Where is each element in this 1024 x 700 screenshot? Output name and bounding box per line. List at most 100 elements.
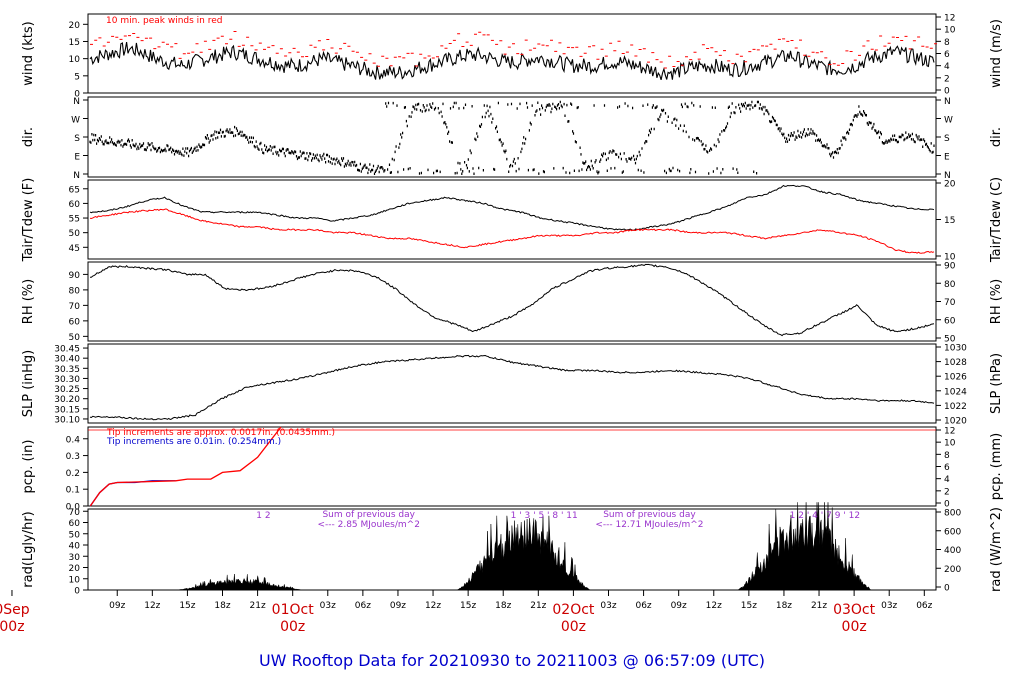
slp-tick-label: 30.25 [54,385,80,395]
chart-title: UW Rooftop Data for 20210930 to 20211003… [259,651,765,670]
wind-series [90,31,937,69]
day-label: 03Oct [833,602,876,618]
hour-tick-label: 18z [495,601,511,611]
wind-tick-label-right: 12 [944,14,955,24]
dir-tick-label: N [73,171,80,181]
slp-tick-label: 30.45 [54,345,80,355]
hour-tick-label: 18z [776,601,792,611]
temp-ylabel: Tair/Tdew (F) [21,178,36,263]
rh-tick-label-right: 50 [944,335,956,345]
wind-series [89,42,935,81]
hour-tick-label: 15z [741,601,757,611]
pcp-tick-label-right: 2 [944,487,950,497]
slp-tick-label-right: 1028 [944,358,967,368]
hour-tick-label: 06z [355,601,371,611]
dir-tick-label: N [73,97,80,107]
pcp-tick-label: 0.0 [66,503,81,513]
rad-tick-label: 60 [69,519,81,529]
rh-ylabel-right: RH (%) [989,279,1004,324]
pcp-series-red [89,426,282,507]
wind-tick-label-right: 8 [944,38,950,48]
slp-tick-label: 30.15 [54,405,80,415]
day-label-hour: 00z [561,619,586,635]
slp-tick-label: 30.35 [54,365,80,375]
wind-tick-label-right: 4 [944,62,950,72]
rad-annotation: <--- 2.85 MJoules/m^2 [317,520,419,530]
slp-ylabel: SLP (inHg) [21,350,36,418]
pcp-note-blue: Tip increments are 0.01in. (0.254mm.) [106,437,281,447]
pcp-tick-label-right: 8 [944,451,950,461]
day-label-hour: 00z [842,619,867,635]
rh-tick-label: 80 [69,286,81,296]
slp-tick-label-right: 1024 [944,387,967,397]
dir-tick-label-right: N [944,171,951,181]
slp-tick-label: 30.10 [54,415,80,425]
slp-tick-label-right: 1026 [944,373,967,383]
rh-tick-label-right: 60 [944,316,956,326]
rad-tick-label-right: 0 [944,584,950,594]
pcp-tick-label-right: 4 [944,475,950,485]
hour-tick-label: 21z [250,601,266,611]
wind-ylabel-right: wind (m/s) [989,19,1004,88]
temp-series-tair [89,184,935,231]
rad-tick-label-right: 800 [944,509,961,519]
rad-ylabel-right: rad (W/m^2) [989,507,1004,592]
rh-tick-label: 90 [69,271,81,281]
rad-tick-label: 50 [69,530,81,540]
rad-tick-label: 40 [69,542,81,552]
rad-tick-label: 0 [74,587,80,597]
temp-series-tdew [89,208,935,254]
hour-tick-label: 12z [425,601,441,611]
rh-tick-label-right: 80 [944,280,956,290]
hour-tick-label: 21z [811,601,827,611]
dir-tick-label: S [74,134,80,144]
wind-tick-label: 5 [74,72,80,82]
wind-tick-label: 20 [69,21,81,31]
rad-annotation: 1 2 [256,511,270,521]
time-axis: 09z 12z 15z 18z 21z 03z 06z 09z 12z 15z 18z 21z 03z 0… [0,590,933,635]
hour-tick-label: 12z [706,601,722,611]
hour-tick-label: 12z [144,601,160,611]
rad-tick-label-right: 400 [944,546,961,556]
slp-tick-label: 30.20 [54,395,80,405]
slp-tick-label-right: 1020 [944,417,967,427]
pcp-tick-label-right: 10 [944,439,956,449]
rh-tick-label-right: 70 [944,298,956,308]
rh-ylabel: RH (%) [21,279,36,324]
dir-tick-label-right: E [944,153,950,163]
hour-tick-label: 09z [390,601,406,611]
dir-ylabel: dir. [21,127,36,147]
wind-tick-label-right: 2 [944,74,950,84]
rh-tick-label: 70 [69,302,81,312]
day-label: 0Sep [0,602,30,618]
rad-tick-label-right: 200 [944,565,961,575]
hour-tick-label: 18z [214,601,230,611]
dir-tick-label: E [74,153,80,163]
wind-tick-label-right: 10 [944,26,956,36]
pcp-tick-label: 0.3 [66,452,80,462]
slp-tick-label: 30.40 [54,355,80,365]
temp-tick-label-right: 15 [944,216,955,226]
day-label-hour: 00z [0,619,25,635]
rad-ylabel: rad(Lgly/hr) [21,511,36,587]
slp-tick-label: 30.30 [54,375,80,385]
temp-tick-label-right: 20 [944,180,956,190]
pcp-tick-label: 0.1 [66,486,80,496]
rh-tick-label: 60 [69,317,81,327]
hour-tick-label: 15z [460,601,476,611]
wind-tick-label-right: 0 [944,87,950,97]
temp-tick-label: 55 [69,215,80,225]
rad-day-3 [737,502,872,591]
slp-tick-label-right: 1030 [944,344,967,354]
hour-tick-label: 15z [179,601,195,611]
day-label: 01Oct [272,602,315,618]
rad-tick-label-right: 600 [944,527,961,537]
hour-tick-label: 03z [320,601,336,611]
hour-tick-label: 09z [671,601,687,611]
hour-tick-label: 21z [530,601,546,611]
rad-tick-label: 70 [69,508,81,518]
panel-temp: Tair/Tdew (F) Tair/Tdew (C) 45 50 55 60 65 10 15… [21,177,1004,263]
rad-annotation: <--- 12.71 MJoules/m^2 [595,520,703,530]
wind-ylabel: wind (kts) [21,21,36,85]
